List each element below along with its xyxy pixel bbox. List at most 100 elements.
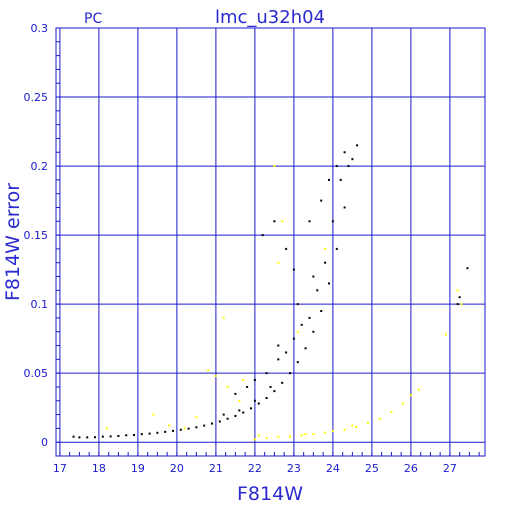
data-point [218,420,221,423]
data-point [456,289,459,292]
data-point [253,399,256,402]
x-tick-labels: 17 18 19 20 21 22 23 24 25 26 27 [53,462,457,475]
data-point [335,247,338,250]
data-point [101,435,104,438]
x-axis-title: F814W [237,483,303,505]
data-point [320,310,323,313]
data-point [308,220,311,223]
y-tick-labels: 0 0.05 0.1 0.15 0.2 0.25 0.3 [24,22,49,449]
data-point [253,438,256,441]
data-point [265,437,268,440]
data-point [343,151,346,154]
data-point [335,165,338,168]
data-point [312,275,315,278]
y-tick-label: 0.2 [31,160,49,173]
data-point [86,436,89,439]
data-point [238,399,241,402]
x-tick-label: 26 [404,462,418,475]
x-tick-label: 19 [131,462,145,475]
data-point [203,424,206,427]
y-tick-label: 0.3 [31,22,49,35]
data-point [164,430,167,433]
data-point [133,434,135,437]
data-point [402,402,405,405]
data-point [351,158,354,161]
data-point [331,220,334,223]
data-point [312,432,315,435]
data-point [281,381,284,384]
data-point [292,268,295,271]
data-point [265,397,268,400]
data-point [296,361,299,364]
plot-background [56,28,485,456]
data-point [296,330,299,333]
data-point [211,422,213,425]
data-point [265,372,268,375]
data-point [324,431,327,434]
data-point [296,303,299,306]
data-point [378,417,381,420]
y-tick-label: 0.25 [24,91,49,104]
data-point [466,267,469,270]
data-point [456,303,459,306]
data-point [172,429,174,432]
data-point [417,388,420,391]
data-point [253,379,256,382]
data-points [72,144,469,441]
data-point [257,434,260,437]
data-point [226,385,229,388]
data-point [445,333,447,336]
data-point [242,411,245,414]
data-point [304,347,307,350]
data-point [356,144,359,147]
data-point [242,379,245,382]
data-point [117,434,120,437]
data-point [179,428,182,431]
data-point [347,165,350,168]
data-point [351,424,354,427]
data-point [277,344,280,347]
x-tick-label: 25 [365,462,379,475]
data-point [460,303,463,306]
data-point [222,413,225,416]
data-point [355,426,358,429]
data-point [367,421,369,424]
data-point [312,330,315,333]
data-point [269,385,272,388]
data-point [273,220,276,223]
data-point [292,337,295,340]
data-point [261,234,264,237]
data-point [324,247,327,250]
data-point [94,436,96,439]
data-point [195,416,198,419]
data-point [343,428,346,431]
data-point [328,282,330,285]
x-tick-label: 20 [170,462,184,475]
data-point [246,385,249,388]
data-point [257,402,260,405]
data-point [207,369,210,372]
y-tick-label: 0 [41,436,48,449]
data-point [226,417,229,420]
x-tick-label: 23 [287,462,301,475]
data-point [281,220,284,223]
x-tick-label: 17 [53,462,67,475]
data-point [331,430,334,433]
data-point [390,410,393,413]
x-tick-label: 27 [443,462,457,475]
data-point [277,358,280,361]
data-point [152,413,155,416]
data-point [140,433,143,436]
data-point [250,407,252,410]
x-tick-label: 21 [209,462,223,475]
data-point [234,392,237,395]
data-point [125,434,128,437]
y-tick-label: 0.15 [24,229,49,242]
data-point [277,435,280,438]
data-point [300,323,303,326]
data-point [289,372,291,375]
data-point [324,261,327,264]
data-point [308,316,311,319]
data-point [222,316,225,319]
